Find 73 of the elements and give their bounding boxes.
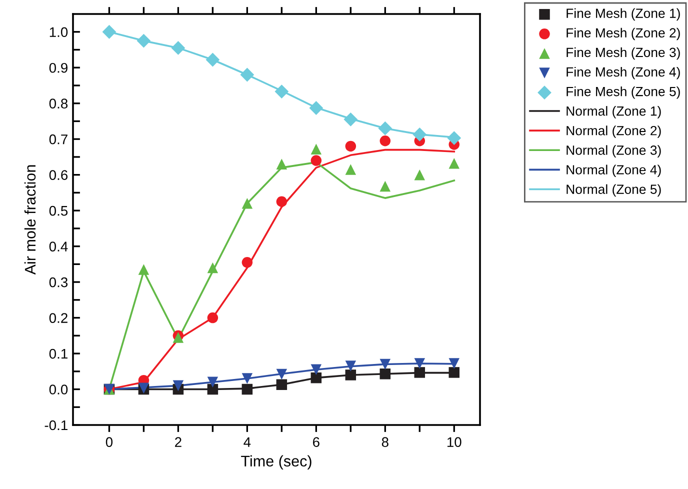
y-tick-label: 0.5	[49, 206, 68, 216]
point	[207, 376, 218, 388]
point	[378, 121, 392, 136]
point	[447, 131, 462, 145]
point	[380, 358, 391, 370]
point	[412, 127, 427, 142]
y-tick-label: 1.0	[50, 27, 68, 38]
point	[242, 373, 253, 384]
x-tick-label: 8	[382, 437, 388, 448]
x-tick-label: 6	[313, 437, 320, 448]
y-tick-label: 0.6	[49, 170, 68, 180]
point	[240, 68, 254, 82]
legend-label: Normal (Zone 4)	[566, 164, 661, 178]
point	[136, 34, 151, 48]
point	[380, 135, 391, 146]
point	[310, 364, 322, 375]
point	[276, 196, 288, 208]
point	[414, 358, 426, 369]
point	[448, 367, 460, 378]
y-axis-title: Air mole fraction	[24, 165, 36, 275]
point	[448, 158, 460, 169]
x-tick-label: 0	[106, 437, 113, 448]
point	[171, 41, 186, 55]
y-tick-label: 0.1	[49, 348, 68, 359]
x-axis-title: Time (sec)	[241, 455, 312, 470]
point	[242, 257, 253, 268]
legend-label: Fine Mesh (Zone 1)	[566, 8, 680, 21]
y-tick-label: 0.8	[49, 98, 68, 109]
x-tick-label: 2	[175, 437, 182, 447]
point	[414, 169, 426, 180]
y-tick-label: 0.0	[49, 384, 68, 394]
point	[242, 384, 253, 395]
point	[310, 155, 322, 166]
point	[345, 360, 356, 372]
legend-label: Normal (Zone 2)	[566, 126, 661, 138]
point	[345, 370, 356, 380]
point	[380, 368, 391, 380]
y-tick-label: 0.3	[49, 277, 68, 288]
legend-label: Normal (Zone 1)	[566, 106, 661, 118]
point	[345, 140, 356, 152]
point	[309, 101, 324, 115]
legend-label: Fine Mesh (Zone 3)	[566, 47, 680, 60]
point	[344, 112, 358, 126]
point	[207, 262, 218, 274]
point	[102, 24, 116, 39]
point	[448, 358, 460, 369]
x-tick-label: 4	[244, 437, 251, 447]
point	[172, 380, 184, 392]
point	[274, 84, 289, 98]
point	[138, 264, 150, 275]
y-tick-label: 0.2	[49, 313, 68, 323]
y-tick-label: 0.7	[49, 134, 68, 144]
y-tick-label: -0.1	[44, 420, 68, 430]
legend-label: Fine Mesh (Zone 5)	[566, 86, 680, 99]
point	[207, 384, 218, 395]
legend-label: Fine Mesh (Zone 2)	[566, 28, 680, 40]
point	[380, 180, 391, 192]
point	[414, 367, 426, 378]
legend-label: Normal (Zone 3)	[566, 145, 661, 158]
point	[345, 164, 356, 175]
legend-label: Normal (Zone 5)	[566, 184, 661, 197]
point	[242, 198, 253, 209]
point	[276, 379, 288, 390]
y-tick-label: 0.4	[49, 242, 68, 252]
point	[207, 312, 218, 324]
y-tick-label: 0.9	[49, 62, 68, 73]
x-tick-label: 10	[447, 437, 462, 448]
point	[310, 144, 322, 154]
point	[276, 158, 288, 170]
point	[206, 52, 220, 67]
legend-label: Fine Mesh (Zone 4)	[566, 66, 680, 80]
point	[310, 372, 322, 384]
point	[276, 368, 288, 380]
